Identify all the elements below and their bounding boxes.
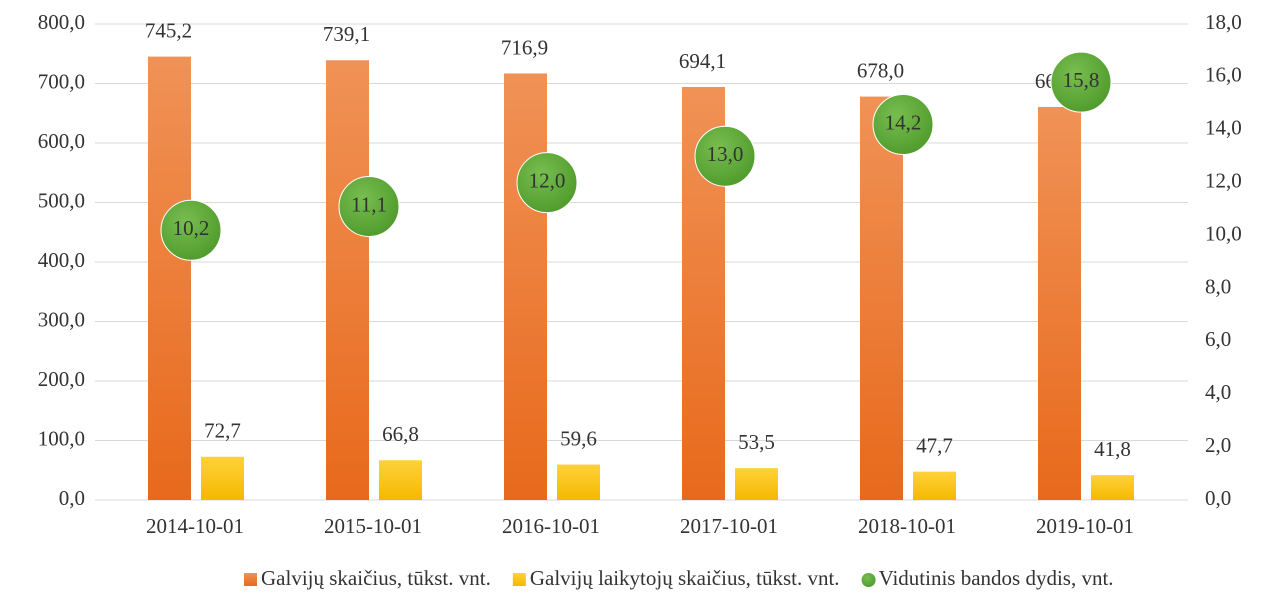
data-label: 739,1 xyxy=(323,22,370,46)
data-label: 47,7 xyxy=(916,433,953,457)
x-tick-label: 2017-10-01 xyxy=(680,514,778,538)
y-tick-label: 200,0 xyxy=(38,367,85,391)
bar xyxy=(860,96,903,500)
y-tick-label: 300,0 xyxy=(38,307,85,331)
data-label: 13,0 xyxy=(707,142,744,166)
bar xyxy=(201,456,244,500)
bubble xyxy=(872,93,934,155)
bubble xyxy=(338,175,400,237)
y-tick-label: 400,0 xyxy=(38,248,85,272)
x-tick-label: 2016-10-01 xyxy=(502,514,600,538)
legend-label: Galvijų laikytojų skaičius, tūkst. vnt. xyxy=(530,566,840,590)
y-tick-label: 100,0 xyxy=(38,426,85,450)
data-label: 716,9 xyxy=(501,35,548,59)
bar xyxy=(735,468,778,500)
y2-tick-label: 4,0 xyxy=(1205,380,1231,404)
y2-tick-label: 8,0 xyxy=(1205,274,1231,298)
data-label: 678,0 xyxy=(857,58,904,82)
data-label: 14,2 xyxy=(885,110,922,134)
bar xyxy=(379,460,422,500)
y-tick-label: 800,0 xyxy=(38,10,85,34)
bar xyxy=(1091,475,1134,500)
legend-label: Galvijų skaičius, tūkst. vnt. xyxy=(261,566,491,590)
legend-marker xyxy=(512,573,526,586)
y-tick-label: 500,0 xyxy=(38,188,85,212)
x-tick-label: 2018-10-01 xyxy=(858,514,956,538)
x-tick-label: 2019-10-01 xyxy=(1036,514,1134,538)
legend-marker xyxy=(244,573,257,586)
data-label: 12,0 xyxy=(529,168,566,192)
y2-tick-label: 12,0 xyxy=(1205,168,1242,192)
y-tick-label: 0,0 xyxy=(59,486,85,510)
data-label: 72,7 xyxy=(204,419,241,443)
data-label: 11,1 xyxy=(351,192,387,216)
legend-marker xyxy=(861,573,876,587)
bar xyxy=(1038,106,1081,501)
y2-tick-label: 14,0 xyxy=(1205,116,1242,140)
y2-tick-label: 6,0 xyxy=(1205,327,1231,351)
bar xyxy=(557,464,600,500)
data-label: 10,2 xyxy=(173,216,210,240)
data-label: 59,6 xyxy=(560,426,597,450)
bar xyxy=(148,56,191,501)
data-label: 66,8 xyxy=(382,422,419,446)
bubble xyxy=(516,152,578,214)
x-tick-label: 2014-10-01 xyxy=(146,514,244,538)
y2-tick-label: 2,0 xyxy=(1205,433,1231,457)
y2-tick-label: 16,0 xyxy=(1205,63,1242,87)
bubble xyxy=(694,125,756,187)
data-label: 41,8 xyxy=(1094,437,1131,461)
y-tick-label: 700,0 xyxy=(38,69,85,93)
data-label: 15,8 xyxy=(1063,68,1100,92)
y2-tick-label: 0,0 xyxy=(1205,486,1231,510)
legend-label: Vidutinis bandos dydis, vnt. xyxy=(879,566,1114,590)
bubble xyxy=(1050,51,1112,113)
y2-tick-label: 18,0 xyxy=(1205,10,1242,34)
bar xyxy=(326,60,369,500)
data-label: 53,5 xyxy=(738,430,775,454)
bar xyxy=(504,73,547,500)
y-tick-label: 600,0 xyxy=(38,129,85,153)
data-label: 694,1 xyxy=(679,49,726,73)
bubble xyxy=(160,199,222,261)
y2-tick-label: 10,0 xyxy=(1205,221,1242,245)
bar xyxy=(913,471,956,500)
x-tick-label: 2015-10-01 xyxy=(324,514,422,538)
data-label: 745,2 xyxy=(145,18,192,42)
